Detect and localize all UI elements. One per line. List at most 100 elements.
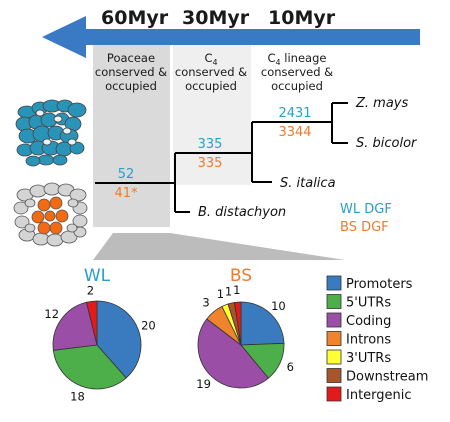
category-legend: Promoters 5'UTRs Coding Introns 3'UTRs Downst… bbox=[326, 275, 428, 403]
arrow-head bbox=[42, 16, 86, 58]
column-2-subscript: 4 bbox=[212, 58, 217, 67]
column-poaceae-band bbox=[93, 45, 170, 227]
mesophyll-cell bbox=[43, 182, 61, 196]
legend-wl-dgf: WL DGF bbox=[340, 202, 392, 217]
legend-swatch-5utrs bbox=[326, 294, 342, 309]
pie-slice-coding bbox=[52, 301, 98, 351]
pie-label: 19 bbox=[196, 377, 211, 391]
cell-gap bbox=[53, 115, 63, 123]
legend-swatch-introns bbox=[326, 331, 342, 346]
mesophyll-cell bbox=[24, 198, 36, 208]
pie-slice-intergenic bbox=[233, 301, 242, 346]
mesophyll-cell bbox=[32, 232, 50, 246]
mesophyll-cell bbox=[13, 201, 29, 215]
cell-gap bbox=[67, 138, 77, 146]
column-1-header-line1: Poaceae bbox=[107, 51, 155, 65]
mesophyll-cell bbox=[29, 184, 47, 198]
pie-label: 20 bbox=[141, 319, 156, 333]
column-1-header-line2: conserved & bbox=[95, 65, 167, 79]
column-3-header-line3: occupied bbox=[271, 79, 323, 93]
mesophyll-cell bbox=[52, 154, 68, 166]
mesophyll-cell bbox=[69, 188, 87, 202]
mesophyll-cell bbox=[14, 215, 30, 229]
pie-chart-wl: 20 18 12 2 bbox=[44, 283, 155, 403]
timeline-label-30myr: 30Myr bbox=[182, 7, 250, 29]
node-3-bs-count: 3344 bbox=[278, 125, 311, 140]
pie-label: 12 bbox=[44, 307, 59, 321]
legend-swatch-coding bbox=[326, 312, 342, 328]
pie-slice-promoters bbox=[240, 301, 285, 346]
legend-label-downstream: Downstream bbox=[346, 370, 428, 385]
cell-gap bbox=[62, 127, 72, 135]
bundle-sheath-cell bbox=[31, 210, 45, 224]
phylogenetic-tree bbox=[95, 102, 348, 213]
pie-label: 2 bbox=[87, 283, 94, 297]
cell-gap bbox=[42, 138, 52, 146]
bundle-sheath-cell bbox=[37, 198, 51, 212]
pie-title-bs: BS bbox=[230, 266, 252, 286]
node-3-wl-count: 2431 bbox=[278, 106, 311, 121]
column-3-header-line1: C4 lineage bbox=[268, 51, 327, 67]
pie-label: 18 bbox=[70, 389, 85, 403]
species-zmays: Z. mays bbox=[355, 96, 408, 111]
mesophyll-cell bbox=[37, 154, 55, 166]
column-3-subscript: 4 bbox=[276, 58, 281, 67]
pie-slice-promoters bbox=[96, 300, 142, 379]
bundle-sheath-cell bbox=[37, 221, 51, 235]
node-1-wl-count: 52 bbox=[118, 167, 135, 182]
column-2-header-line1: C4 bbox=[204, 51, 217, 67]
mesophyll-cell bbox=[66, 223, 78, 233]
pie-label: 3 bbox=[202, 296, 209, 310]
bundle-sheath-cell bbox=[49, 221, 63, 235]
pie-slice-intergenic bbox=[85, 300, 98, 346]
legend-label-coding: Coding bbox=[346, 314, 391, 329]
pie-slice-5utrs bbox=[52, 344, 127, 390]
species-sitalica: S. italica bbox=[280, 176, 336, 191]
expansion-wedge bbox=[93, 233, 345, 260]
legend-label-5utrs: 5'UTRs bbox=[346, 296, 391, 311]
arrow-shaft bbox=[80, 29, 420, 45]
node-1-bs-count: 41* bbox=[114, 186, 138, 201]
bundle-sheath-cell bbox=[44, 210, 56, 222]
pie-label: 6 bbox=[287, 360, 294, 374]
pie-title-wl: WL bbox=[84, 266, 111, 286]
node-2-bs-count: 335 bbox=[198, 156, 223, 171]
pie-label: 1 bbox=[233, 283, 240, 297]
timeline-label-10myr: 10Myr bbox=[268, 7, 336, 29]
pie-label: 1 bbox=[217, 287, 224, 301]
legend-label-introns: Introns bbox=[346, 333, 391, 348]
legend-label-intergenic: Intergenic bbox=[346, 388, 412, 403]
mesophyll-cell bbox=[25, 155, 41, 167]
leaf-cross-section-wl-illustration bbox=[15, 99, 87, 167]
pie-label: 10 bbox=[271, 299, 286, 313]
pie-label: 1 bbox=[225, 284, 232, 298]
legend-swatch-promoters bbox=[326, 275, 342, 291]
pie-slice-coding bbox=[197, 318, 269, 389]
time-arrow bbox=[42, 16, 420, 58]
column-2-header-line3: occupied bbox=[185, 79, 237, 93]
column-2-header-line2: conserved & bbox=[175, 65, 247, 79]
leaf-cross-section-bs-illustration bbox=[13, 182, 88, 247]
legend-swatch-3utrs bbox=[326, 349, 342, 365]
cell-gap bbox=[35, 109, 45, 117]
mesophyll-cell bbox=[67, 102, 87, 118]
column-3-header-line2: conserved & bbox=[261, 65, 333, 79]
species-bdistachyon: B. distachyon bbox=[198, 205, 286, 220]
legend-bs-dgf: BS DGF bbox=[340, 220, 389, 235]
bundle-sheath-cell bbox=[55, 209, 69, 223]
bundle-sheath-cell bbox=[49, 196, 63, 210]
species-sbicolor: S. bicolor bbox=[356, 136, 418, 151]
legend-label-promoters: Promoters bbox=[346, 277, 413, 292]
column-3-lineage: lineage bbox=[281, 51, 327, 65]
timeline-label-60myr: 60Myr bbox=[101, 7, 169, 29]
node-2-wl-count: 335 bbox=[198, 137, 223, 152]
column-c4-band bbox=[173, 45, 251, 185]
mesophyll-cell bbox=[67, 198, 79, 208]
column-3-c: C bbox=[268, 51, 276, 65]
legend-swatch-intergenic bbox=[326, 386, 342, 402]
mesophyll-cell bbox=[46, 233, 64, 247]
column-1-header-line3: occupied bbox=[105, 79, 157, 93]
legend-label-3utrs: 3'UTRs bbox=[346, 351, 391, 366]
